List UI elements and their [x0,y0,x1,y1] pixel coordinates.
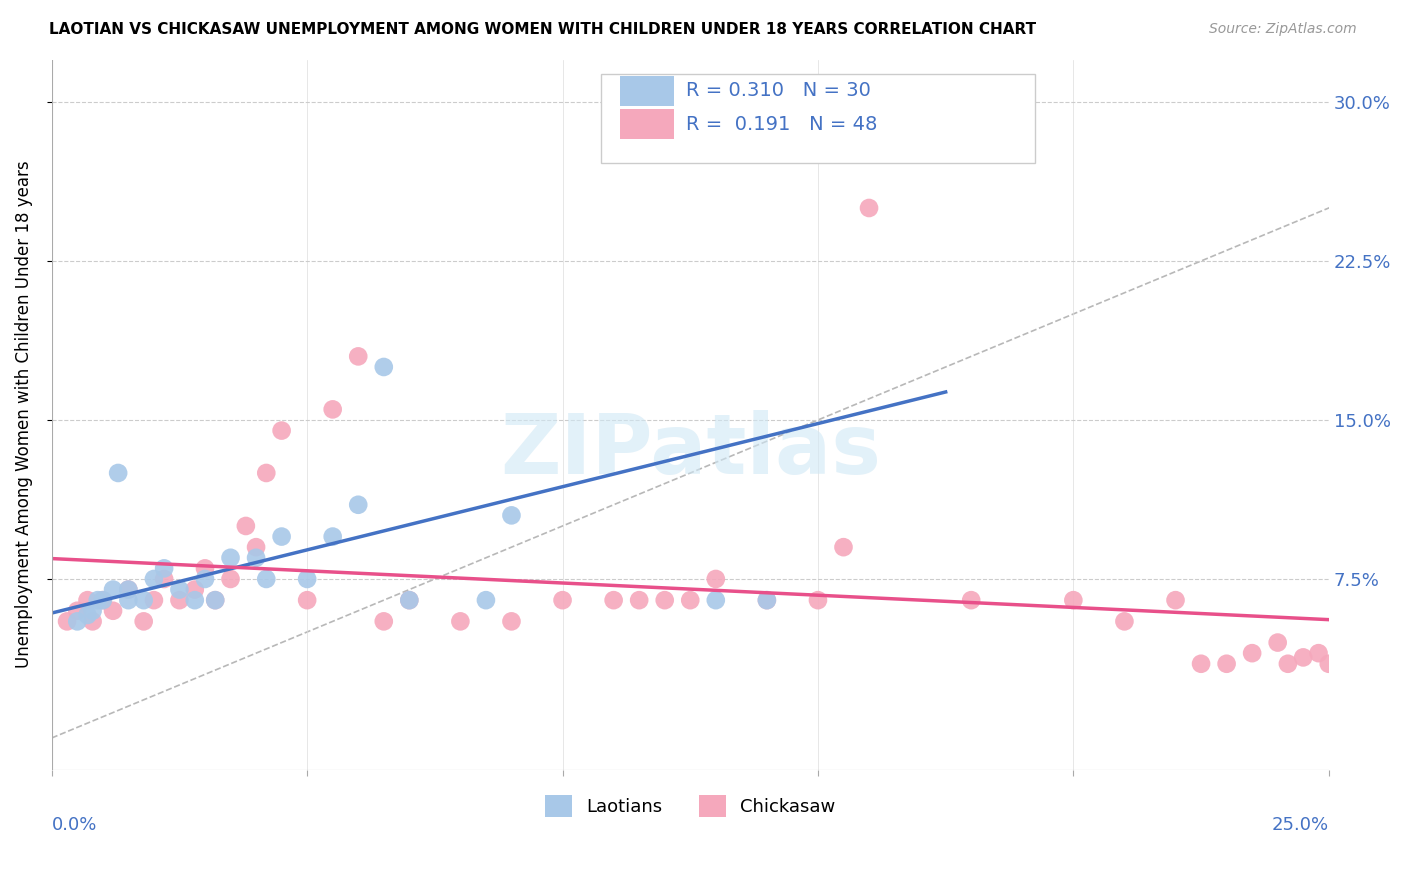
Point [654,593,676,607]
Text: ZIPatlas: ZIPatlas [499,409,880,491]
Point [153,561,176,575]
Point [1267,635,1289,649]
Point [219,572,242,586]
Point [142,572,165,586]
Point [704,593,727,607]
Point [935,127,957,141]
Text: 0.0%: 0.0% [52,816,97,834]
Point [56,615,79,629]
Point [501,615,523,629]
Point [1317,657,1340,671]
Point [1308,646,1330,660]
Point [87,593,110,607]
Point [1241,646,1264,660]
Point [373,359,395,374]
Point [91,593,114,607]
Text: R = 0.310   N = 30: R = 0.310 N = 30 [686,81,872,100]
Point [960,593,983,607]
FancyBboxPatch shape [620,76,673,106]
Point [1114,615,1136,629]
Point [270,424,292,438]
Point [194,561,217,575]
Point [398,593,420,607]
Point [245,540,267,554]
Point [194,572,217,586]
Legend: Laotians, Chickasaw: Laotians, Chickasaw [537,789,842,824]
Point [373,615,395,629]
Point [101,582,124,597]
Point [76,607,98,622]
Point [254,572,277,586]
Point [254,466,277,480]
Point [858,201,880,215]
Point [807,593,830,607]
Point [76,593,98,607]
Point [184,582,207,597]
Point [398,593,420,607]
Point [1164,593,1187,607]
Point [82,615,104,629]
FancyBboxPatch shape [620,110,673,139]
Text: R =  0.191   N = 48: R = 0.191 N = 48 [686,115,877,134]
FancyBboxPatch shape [600,74,1035,162]
Point [322,530,344,544]
Point [755,593,778,607]
Point [235,519,257,533]
Point [295,572,318,586]
Point [245,550,267,565]
Point [270,530,292,544]
Point [347,350,370,364]
Point [602,593,624,607]
Point [449,615,471,629]
Point [832,540,855,554]
Text: Source: ZipAtlas.com: Source: ZipAtlas.com [1209,22,1357,37]
Point [475,593,498,607]
Point [322,402,344,417]
Point [66,615,89,629]
Point [219,550,242,565]
Point [204,593,226,607]
Point [117,593,139,607]
Point [1189,657,1212,671]
Point [142,593,165,607]
Point [107,466,129,480]
Point [1062,593,1084,607]
Point [153,572,176,586]
Point [1277,657,1299,671]
Point [184,593,207,607]
Point [347,498,370,512]
Point [704,572,727,586]
Point [132,593,155,607]
Point [66,604,89,618]
Text: 25.0%: 25.0% [1271,816,1329,834]
Point [755,593,778,607]
Point [295,593,318,607]
Point [679,593,702,607]
Point [91,593,114,607]
Point [169,582,191,597]
Point [501,508,523,523]
Point [82,604,104,618]
Point [628,593,651,607]
Point [132,615,155,629]
Point [204,593,226,607]
Point [117,582,139,597]
Point [1292,650,1315,665]
Point [101,604,124,618]
Text: LAOTIAN VS CHICKASAW UNEMPLOYMENT AMONG WOMEN WITH CHILDREN UNDER 18 YEARS CORRE: LAOTIAN VS CHICKASAW UNEMPLOYMENT AMONG … [49,22,1036,37]
Y-axis label: Unemployment Among Women with Children Under 18 years: Unemployment Among Women with Children U… [15,161,32,668]
Point [1215,657,1237,671]
Point [117,582,139,597]
Point [169,593,191,607]
Point [551,593,574,607]
